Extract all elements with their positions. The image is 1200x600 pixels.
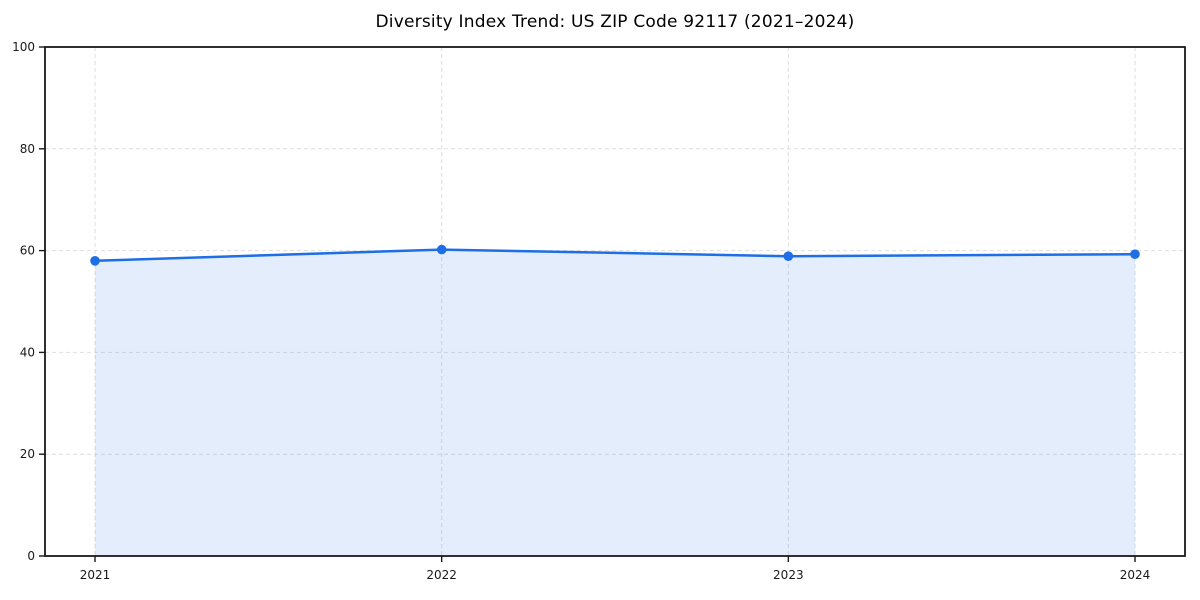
y-axis-tick-label: 40 [20, 345, 35, 359]
data-point-2022 [436, 244, 447, 255]
x-axis-tick-label: 2022 [426, 568, 457, 582]
data-point-2021 [90, 255, 100, 266]
y-axis-tick-label: 60 [20, 244, 35, 258]
chart-title: Diversity Index Trend: US ZIP Code 92117… [375, 12, 855, 32]
y-axis-tick-label: 100 [12, 40, 35, 54]
y-axis-tick-label: 20 [20, 447, 35, 461]
y-axis-tick-label: 80 [20, 142, 35, 156]
x-axis-tick-label: 2024 [1120, 568, 1151, 582]
x-axis-tick-label: 2021 [80, 568, 111, 582]
series-area-fill [95, 249, 1135, 556]
series-line [93, 248, 1137, 263]
data-point-2024 [1130, 249, 1140, 259]
axes-frame [44, 46, 1186, 557]
data-point-2023 [783, 251, 794, 261]
y-axis-tick-label: 0 [27, 549, 35, 563]
x-axis-tick-label: 2023 [773, 568, 804, 582]
